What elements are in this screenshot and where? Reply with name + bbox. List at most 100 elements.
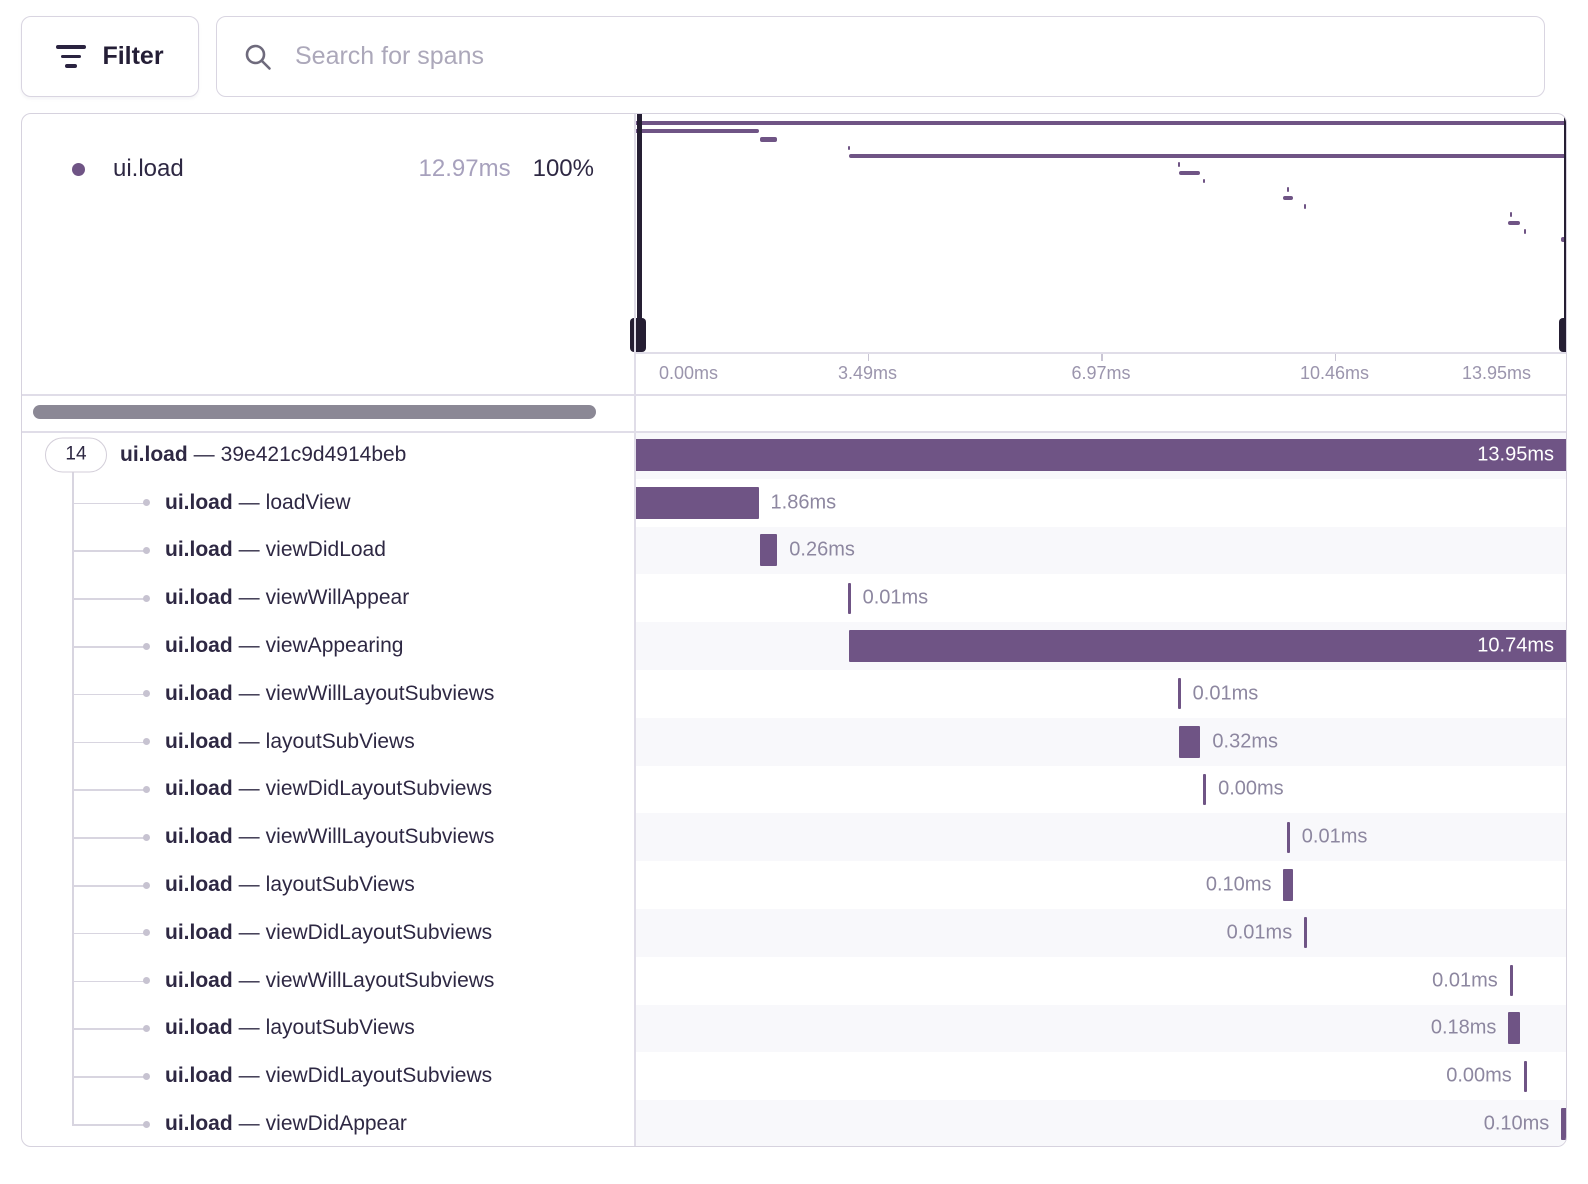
panel-vertical-divider [634, 114, 636, 1146]
axis-tick-label: 10.46ms [1299, 362, 1370, 383]
span-duration-bar [1508, 1012, 1521, 1045]
divider-under-axis [22, 394, 1566, 396]
minimap-span-bar [1286, 187, 1289, 192]
span-duration-label: 13.95ms [1477, 443, 1554, 466]
span-rows: 14 ui.load —39e421c9d4914beb 13.95ms ui.load… [22, 431, 1566, 1146]
tree-branch-dot [143, 881, 150, 889]
trace-minimap[interactable] [630, 114, 1566, 352]
span-duration-bar [1283, 869, 1294, 902]
span-label: ui.load — viewDidLayoutSubviews [165, 1064, 493, 1088]
span-row[interactable]: ui.load — viewDidLoad 0.26ms [22, 526, 1566, 575]
span-row-left-cell: ui.load — viewWillLayoutSubviews [22, 957, 634, 1005]
span-duration-label: 1.86ms [770, 491, 837, 514]
span-duration-bar [1177, 678, 1181, 710]
span-row[interactable]: ui.load — loadView 1.86ms [22, 479, 1566, 527]
span-label: ui.load — layoutSubViews [165, 873, 415, 897]
span-duration-bar [1523, 1060, 1527, 1092]
span-label: ui.load — viewWillLayoutSubviews [165, 968, 495, 992]
span-duration-bar [1304, 917, 1308, 949]
span-label: ui.load — viewAppearing [165, 634, 404, 658]
span-list-scrollbar-thumb[interactable] [33, 405, 596, 419]
span-row-left-cell: ui.load — viewDidLayoutSubviews [22, 909, 634, 957]
span-row[interactable]: ui.load — layoutSubViews 0.32ms [22, 717, 1566, 766]
span-row-waterfall-cell: 1.86ms [634, 479, 1566, 527]
minimap-span-bar [759, 137, 778, 142]
minimap-span-bar [1179, 170, 1201, 176]
span-duration-label: 0.01ms [1432, 969, 1498, 992]
minimap-span-bar [848, 153, 1566, 159]
minimap-left-handle[interactable] [637, 114, 642, 352]
minimap-right-handle[interactable] [1563, 114, 1566, 352]
span-row[interactable]: ui.load — viewWillAppear 0.01ms [22, 574, 1566, 622]
span-duration-label: 0.00ms [1446, 1064, 1512, 1087]
legend-percent: 100% [532, 155, 594, 182]
search-icon [243, 42, 273, 72]
search-input[interactable] [293, 41, 1526, 72]
minimap-span-bar [634, 128, 759, 134]
tree-branch-line [72, 646, 144, 648]
trace-panel: ui.load 12.97ms 100% 0.00ms 3.49ms 6.97ms 1… [21, 113, 1567, 1147]
span-duration-bar [634, 486, 759, 519]
span-row-left-cell: 14 ui.load —39e421c9d4914beb [22, 431, 634, 479]
minimap-span-bar [634, 120, 1566, 125]
span-children-count-badge[interactable]: 14 [45, 437, 107, 473]
filter-button[interactable]: Filter [21, 16, 199, 97]
axis-tick-mark [867, 352, 869, 361]
filter-button-label: Filter [102, 42, 164, 70]
span-duration-label: 0.18ms [1430, 1016, 1497, 1039]
span-row[interactable]: ui.load — viewWillLayoutSubviews 0.01ms [22, 670, 1566, 718]
time-axis: 0.00ms 3.49ms 6.97ms 10.46ms 13.95ms [634, 352, 1566, 394]
span-row[interactable]: ui.load — viewDidLayoutSubviews 0.01ms [22, 909, 1566, 957]
span-row[interactable]: ui.load — viewDidLayoutSubviews 0.00ms [22, 766, 1566, 814]
search-box[interactable] [216, 16, 1545, 97]
span-row-waterfall-cell: 0.01ms [634, 670, 1566, 718]
axis-tick-mark [1101, 352, 1103, 361]
span-label: ui.load — viewDidLoad [165, 538, 386, 562]
tree-branch-dot [143, 1024, 150, 1032]
span-row-left-cell: ui.load — layoutSubViews [22, 718, 634, 766]
tree-branch-line [72, 789, 144, 791]
span-duration-bar [848, 630, 1566, 663]
tree-branch-dot [143, 642, 150, 650]
span-row-waterfall-cell: 0.01ms [634, 957, 1566, 1005]
tree-branch-dot [143, 499, 150, 507]
span-row-left-cell: ui.load — layoutSubViews [22, 1005, 634, 1053]
span-row[interactable]: ui.load — layoutSubViews 0.10ms [22, 861, 1566, 909]
span-label: ui.load — viewWillAppear [165, 586, 410, 610]
span-duration-label: 0.01ms [1301, 825, 1368, 848]
span-duration-bar [1286, 821, 1290, 853]
divider-under-scrollbar [22, 431, 1566, 433]
axis-tick-label: 13.95ms [1461, 362, 1531, 383]
span-row[interactable]: ui.load — viewDidAppear 0.10ms [22, 1100, 1566, 1146]
span-row-left-cell: ui.load — viewDidLayoutSubviews [22, 1052, 634, 1100]
span-row-left-cell: ui.load — viewAppearing [22, 622, 634, 670]
span-duration-bar [1203, 773, 1207, 805]
minimap-span-bar [1508, 220, 1521, 226]
span-row[interactable]: ui.load — viewWillLayoutSubviews 0.01ms [22, 957, 1566, 1005]
span-row[interactable]: 14 ui.load —39e421c9d4914beb 13.95ms [22, 431, 1566, 479]
span-row-waterfall-cell: 0.01ms [634, 813, 1566, 862]
span-row-waterfall-cell: 0.10ms [634, 1100, 1566, 1146]
span-duration-label: 0.26ms [789, 538, 855, 561]
span-label: ui.load — viewDidAppear [165, 1112, 407, 1136]
span-row-left-cell: ui.load — viewDidAppear [22, 1100, 634, 1146]
minimap-span-bar [1283, 195, 1294, 201]
tree-branch-line [72, 502, 144, 505]
tree-branch-line [72, 741, 144, 744]
span-row-left-cell: ui.load — viewWillLayoutSubviews [22, 813, 634, 861]
minimap-left-handle-grip[interactable] [630, 318, 646, 352]
span-row[interactable]: ui.load — layoutSubViews 0.18ms [22, 1004, 1566, 1053]
span-row[interactable]: ui.load — viewWillLayoutSubviews 0.01ms [22, 813, 1566, 862]
span-label: ui.load —39e421c9d4914beb [120, 442, 407, 466]
legend-duration: 12.97ms [418, 155, 511, 182]
span-duration-label: 0.32ms [1212, 730, 1279, 753]
span-row[interactable]: ui.load — viewDidLayoutSubviews 0.00ms [22, 1052, 1566, 1100]
tree-branch-dot [143, 738, 150, 746]
span-duration-label: 0.01ms [1226, 921, 1293, 944]
span-row[interactable]: ui.load — viewAppearing 10.74ms [22, 622, 1566, 670]
divider-under-minimap [634, 352, 1566, 354]
span-row-waterfall-cell: 0.10ms [634, 861, 1566, 909]
minimap-right-handle-grip[interactable] [1559, 318, 1566, 352]
span-label: ui.load — layoutSubViews [165, 729, 415, 753]
span-row-waterfall-cell: 0.18ms [634, 1004, 1566, 1053]
